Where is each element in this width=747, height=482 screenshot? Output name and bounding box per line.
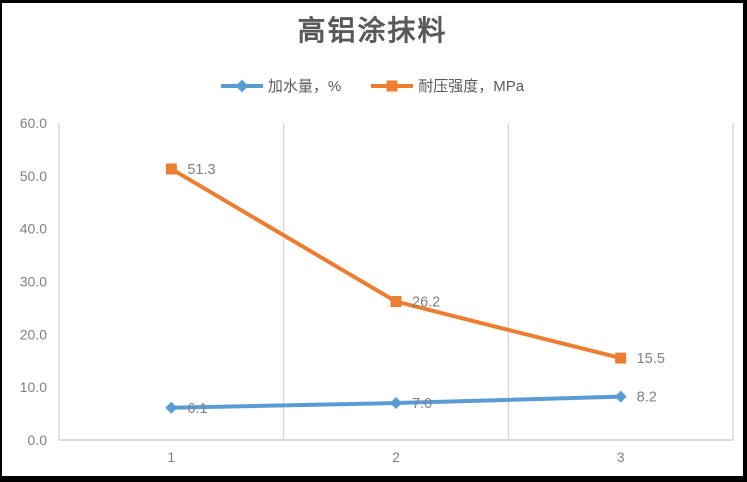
y-axis-tick-label: 30.0 [20, 274, 47, 290]
plot-area: 0.0 10.0 20.0 30.0 40.0 50.0 60.0 1 2 3 6.1 7.0 8.2 5… [20, 115, 734, 465]
x-axis-tick-label: 2 [392, 449, 400, 465]
x-axis-tick-label: 3 [617, 449, 625, 465]
chart-title: 高铝涂抹料 [297, 15, 448, 46]
data-point-diamond [165, 401, 178, 414]
data-point-square [165, 163, 177, 175]
series-line-square [169, 166, 623, 361]
legend-square-marker-icon [371, 79, 414, 93]
legend-label: 耐压强度，MPa [418, 78, 525, 95]
legend-label: 加水量，% [267, 78, 342, 95]
data-point-square [615, 352, 627, 364]
y-axis-tick-label: 60.0 [20, 115, 47, 131]
data-point-square [390, 296, 402, 308]
legend-diamond-marker-icon [220, 79, 263, 93]
legend-item-compressive-strength: 耐压强度，MPa [371, 75, 524, 96]
y-axis-tick-label: 20.0 [20, 326, 47, 342]
data-point-diamond [614, 390, 627, 403]
y-axis-tick-label: 0.0 [28, 432, 48, 448]
y-axis-tick-label: 50.0 [20, 168, 47, 184]
chart-legend: 加水量，% 耐压强度，MPa [2, 75, 743, 96]
data-label: 7.0 [412, 396, 432, 412]
y-axis-tick-label: 10.0 [20, 379, 47, 395]
data-label: 51.3 [187, 162, 215, 178]
y-axis-tick-label: 40.0 [20, 221, 47, 237]
legend-item-water-amount: 加水量，% [220, 75, 342, 96]
data-label: 15.5 [637, 351, 665, 367]
data-label: 8.2 [637, 390, 657, 406]
data-label: 6.1 [187, 401, 207, 417]
data-label: 26.2 [412, 295, 440, 311]
data-point-diamond [390, 397, 402, 410]
x-axis-tick-label: 1 [167, 449, 175, 465]
